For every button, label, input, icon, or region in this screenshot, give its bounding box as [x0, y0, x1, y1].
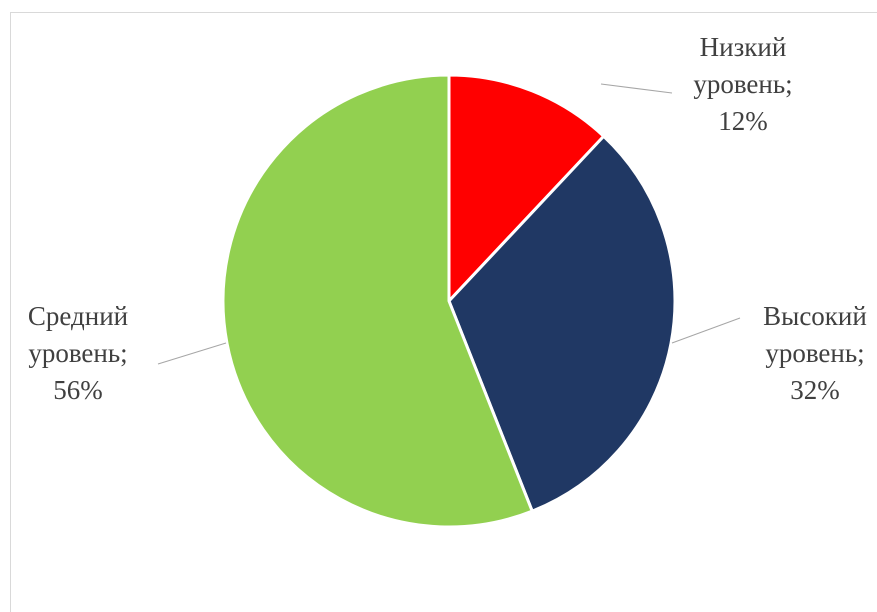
- data-label-line: уровень;: [693, 69, 792, 99]
- pie-slices: [221, 73, 677, 529]
- leader-line-3: [157, 342, 227, 365]
- pie-slice-1: [447, 73, 606, 305]
- data-label-line: 12%: [718, 106, 768, 136]
- leader-lines: [157, 83, 741, 365]
- data-labels: Низкий уровень; 12% Высокий уровень; 32% Средн…: [28, 32, 867, 405]
- data-label-1: Низкий уровень; 12%: [693, 32, 792, 136]
- data-label-line: уровень;: [28, 338, 127, 368]
- data-label-line: Средний: [28, 301, 128, 331]
- data-label-line: 56%: [53, 375, 103, 405]
- pie-chart: Низкий уровень; 12% Высокий уровень; 32% Средн…: [28, 32, 867, 529]
- data-label-3: Средний уровень; 56%: [28, 301, 128, 405]
- data-label-line: 32%: [790, 375, 840, 405]
- pie-slice-3: [221, 73, 535, 529]
- data-label-line: Низкий: [700, 32, 787, 62]
- data-label-2: Высокий уровень; 32%: [763, 301, 867, 405]
- leader-line-2: [671, 317, 741, 344]
- data-label-line: уровень;: [765, 338, 864, 368]
- leader-line-1: [600, 83, 673, 94]
- data-label-line: Высокий: [763, 301, 867, 331]
- pie-slice-2: [447, 134, 677, 514]
